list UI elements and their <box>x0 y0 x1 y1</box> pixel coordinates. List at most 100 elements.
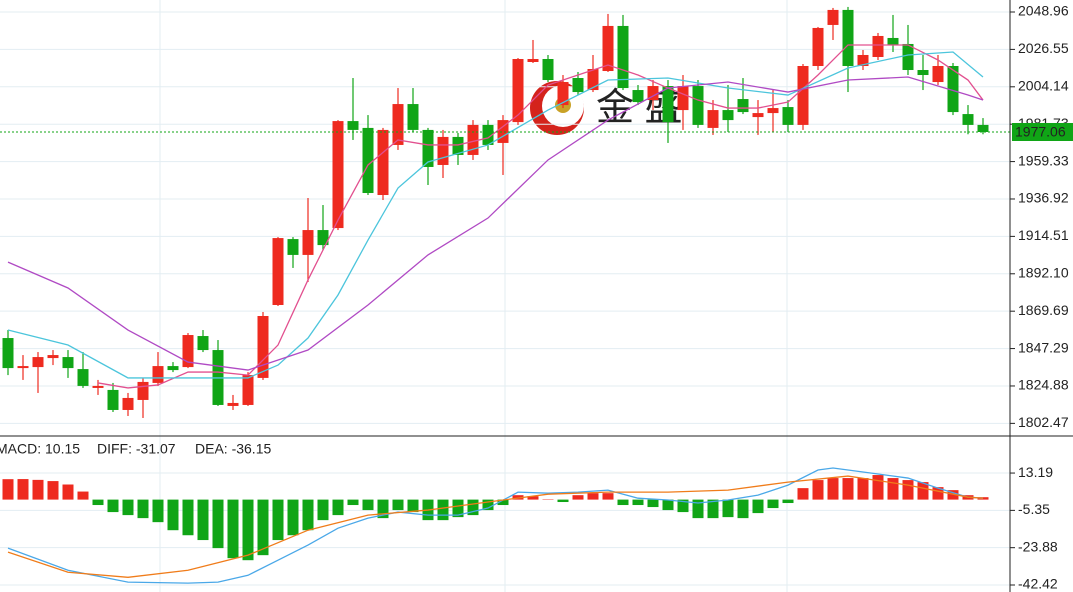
candle-body <box>62 357 74 369</box>
y-tick-label: 1802.47 <box>1018 414 1069 430</box>
macd-line <box>7 467 984 584</box>
macd-bar <box>272 499 284 541</box>
macd-bar <box>2 479 14 500</box>
macd-bar <box>917 482 929 500</box>
candle-body <box>182 335 194 368</box>
candle-body <box>437 136 449 165</box>
candle-body <box>902 43 914 71</box>
candle-body <box>602 25 614 72</box>
candle-body <box>107 389 119 410</box>
candle-body <box>482 124 494 145</box>
macd-bar <box>77 491 89 500</box>
macd-bar <box>767 499 779 509</box>
macd-bar <box>887 478 899 500</box>
candle-body <box>812 27 824 67</box>
candle-body <box>707 110 719 128</box>
macd-bar <box>632 499 644 506</box>
macd-bar <box>722 499 734 518</box>
macd-bar <box>737 499 749 519</box>
candle-body <box>512 58 524 123</box>
candle-body <box>572 78 584 93</box>
candle-body <box>542 58 554 81</box>
macd-bar <box>572 495 584 500</box>
candle-body <box>632 90 644 103</box>
candle-body <box>662 86 674 123</box>
macd-bar <box>122 499 134 516</box>
candle-body <box>647 86 659 101</box>
candle-body <box>557 82 569 106</box>
y-tick-label: 13.19 <box>1018 464 1053 480</box>
candle-body <box>737 99 749 113</box>
candle-body <box>467 124 479 155</box>
y-tick-label: 1914.51 <box>1018 227 1069 243</box>
y-tick-label: 1824.88 <box>1018 377 1069 393</box>
candle-body <box>92 385 104 388</box>
candle-body <box>797 66 809 125</box>
candle-body <box>32 357 44 368</box>
candle-body <box>452 136 464 155</box>
candle-body <box>17 366 29 369</box>
y-tick-label: 1869.69 <box>1018 302 1069 318</box>
macd-bar <box>242 499 254 561</box>
candle-body <box>422 129 434 167</box>
macd-bar <box>287 499 299 536</box>
candle-body <box>137 381 149 400</box>
indicator-readout: DEA: -36.15 <box>195 441 271 457</box>
macd-bar <box>47 481 59 500</box>
macd-bar <box>107 499 119 513</box>
macd-bar <box>137 499 149 519</box>
candle-body <box>587 69 599 91</box>
indicator-readout: DIFF: -31.07 <box>97 441 176 457</box>
candle-body <box>197 336 209 351</box>
y-tick-label: 1959.33 <box>1018 152 1069 168</box>
macd-bar <box>257 499 269 556</box>
candle-body <box>932 66 944 83</box>
candle-body <box>887 37 899 45</box>
y-tick-label: 1892.10 <box>1018 264 1069 280</box>
logo <box>530 81 584 135</box>
candle-body <box>617 25 629 89</box>
macd-bar <box>662 499 674 511</box>
candle-body <box>362 127 374 194</box>
macd-bar <box>587 493 599 500</box>
macd-bar <box>872 475 884 500</box>
macd-bar <box>752 499 764 514</box>
candle-body <box>752 113 764 118</box>
candle-body <box>302 230 314 255</box>
macd-bar <box>467 499 479 516</box>
macd-bar <box>617 499 629 506</box>
macd-bar <box>557 499 569 503</box>
macd-bar <box>197 499 209 541</box>
macd-bar <box>812 480 824 500</box>
macd-bar <box>452 499 464 518</box>
candle-body <box>917 70 929 76</box>
macd-bar <box>857 478 869 500</box>
macd-bar <box>947 490 959 500</box>
y-tick-label: 1847.29 <box>1018 339 1069 355</box>
macd-bar <box>527 496 539 500</box>
candle-body <box>782 107 794 125</box>
macd-bar <box>152 499 164 523</box>
candle-body <box>677 86 689 111</box>
candle-body <box>692 86 704 125</box>
macd-bar <box>212 499 224 549</box>
candle-body <box>857 54 869 67</box>
macd-bar <box>92 499 104 506</box>
macd-bar <box>842 478 854 500</box>
macd-bar <box>482 499 494 511</box>
macd-bar <box>407 499 419 513</box>
candle-body <box>377 129 389 196</box>
macd-bar <box>977 497 989 500</box>
candle-body <box>497 120 509 143</box>
macd-bar <box>347 499 359 506</box>
candle-body <box>2 338 14 369</box>
candle-body <box>152 366 164 383</box>
macd-bar <box>692 499 704 519</box>
candle-body <box>842 9 854 67</box>
candle-body <box>827 9 839 25</box>
candle-body <box>722 110 734 121</box>
macd-bar <box>32 479 44 500</box>
candle-body <box>947 66 959 113</box>
macd-bar <box>902 480 914 500</box>
